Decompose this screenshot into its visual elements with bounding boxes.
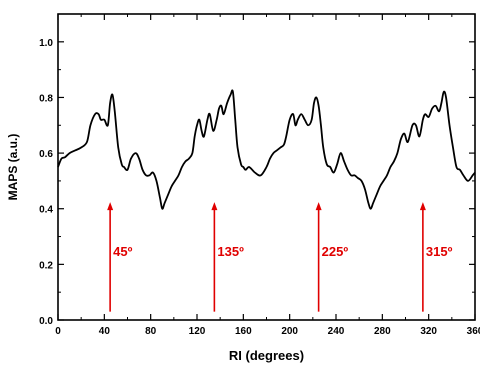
x-tick-label: 360 <box>467 326 480 337</box>
x-axis-label: RI (degrees) <box>229 348 304 363</box>
ticks-layer: 0 40 80 120 160 200 240 280 320 360 0.0 0.2 0.4 0.6 0.… <box>39 13 480 337</box>
plot-frame <box>57 13 476 321</box>
y-tick-label: 1.0 <box>39 38 53 49</box>
x-tick-label: 0 <box>55 326 61 337</box>
annotation-arrowhead <box>107 202 114 211</box>
x-tick-label: 280 <box>374 326 391 337</box>
y-tick-label: 0.6 <box>39 149 53 160</box>
annotations-layer: 45º 135º 225º 315º <box>107 202 453 312</box>
x-tick-label: 320 <box>420 326 437 337</box>
x-tick-label: 240 <box>328 326 345 337</box>
y-tick-label: 0.2 <box>39 260 53 271</box>
y-tick-label: 0.8 <box>39 93 53 104</box>
y-tick-label: 0.0 <box>39 316 53 327</box>
series-line <box>57 89 476 210</box>
series-layer <box>57 89 476 210</box>
annotation-label: 225º <box>322 244 349 259</box>
y-axis-label: MAPS (a.u.) <box>6 134 20 201</box>
x-tick-label: 80 <box>145 326 157 337</box>
annotation-label: 45º <box>113 244 132 259</box>
annotation-arrowhead <box>211 202 218 211</box>
x-tick-label: 200 <box>281 326 298 337</box>
x-tick-label: 40 <box>99 326 111 337</box>
annotation-arrowhead <box>315 202 322 211</box>
annotation-label: 135º <box>217 244 244 259</box>
x-tick-label: 160 <box>235 326 252 337</box>
x-tick-label: 120 <box>189 326 206 337</box>
annotation-arrowhead <box>419 202 426 211</box>
y-tick-label: 0.4 <box>39 205 53 216</box>
annotation-label: 315º <box>426 244 453 259</box>
